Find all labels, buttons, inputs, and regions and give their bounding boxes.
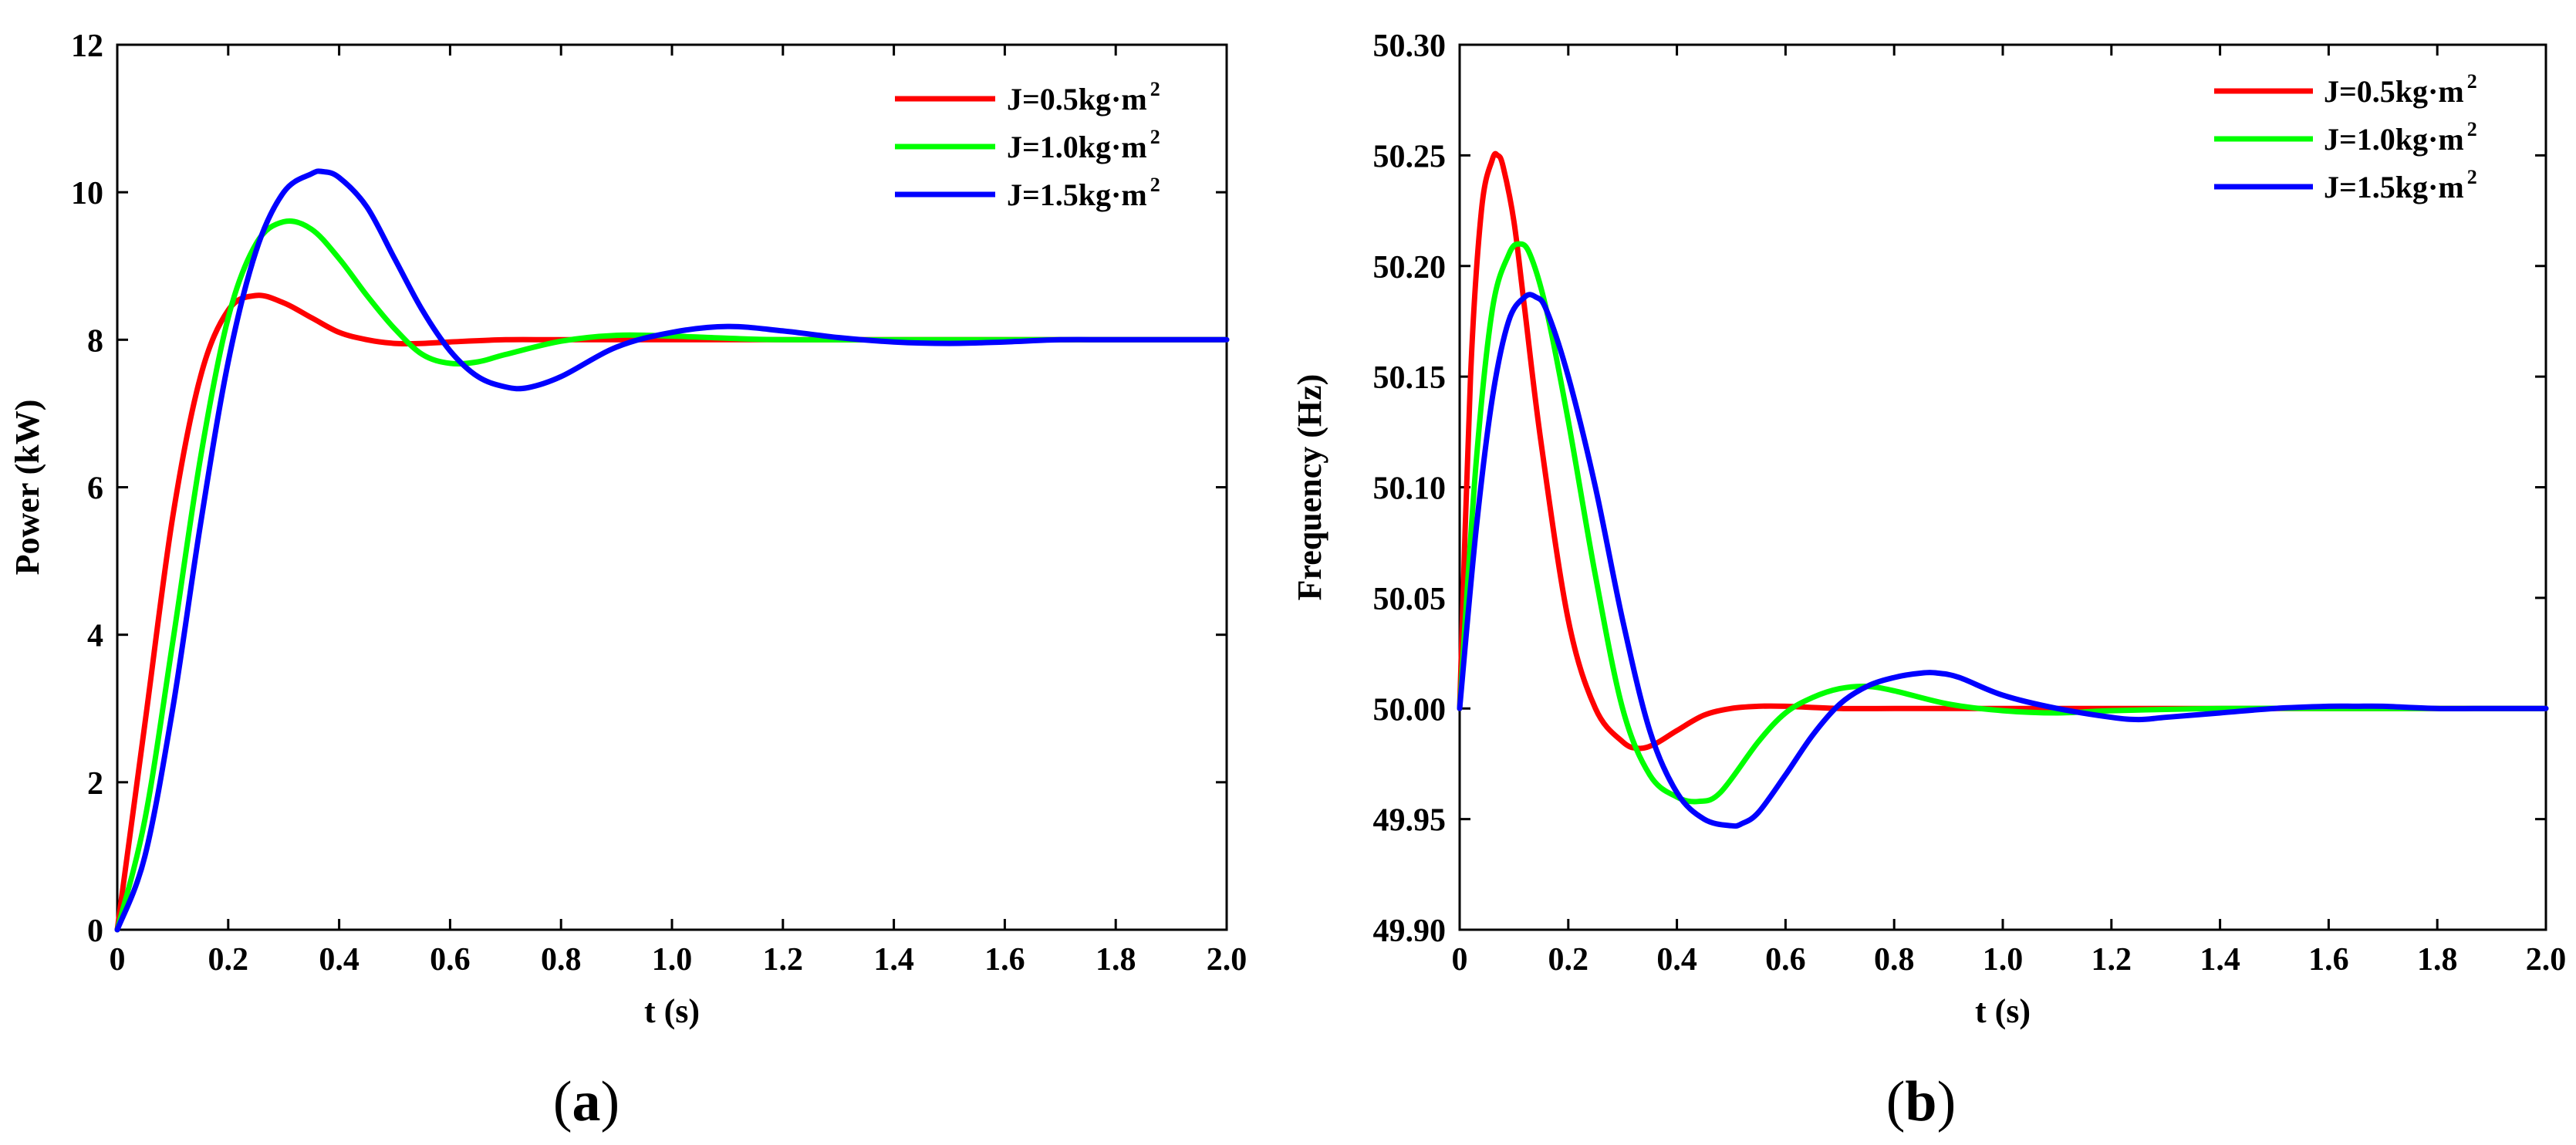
x-tick-label: 0.2: [1548, 942, 1589, 978]
x-tick-label: 1.6: [984, 942, 1025, 978]
y-tick-label: 4: [87, 619, 103, 654]
series-line-2: [114, 218, 1230, 933]
x-axis-label: t (s): [1975, 992, 2031, 1030]
x-tick-label: 1.0: [1983, 942, 2024, 978]
y-tick-label: 12: [71, 29, 103, 64]
y-tick-label: 8: [87, 323, 103, 359]
y-tick-label: 49.95: [1373, 803, 1447, 839]
series-line-1: [1457, 150, 2549, 752]
series-line-2: [1457, 241, 2549, 805]
x-tick-label: 0.6: [430, 942, 471, 978]
y-tick-label: 6: [87, 471, 103, 507]
series-line-1: [114, 292, 1230, 933]
y-axis-label: Frequency (Hz): [1291, 374, 1329, 601]
x-tick-label: 1.8: [2417, 942, 2458, 978]
x-tick-label: 1.2: [2092, 942, 2132, 978]
x-tick-label: 0: [110, 942, 126, 978]
x-tick-label: 1.0: [652, 942, 693, 978]
series-line-3: [114, 168, 1230, 933]
y-tick-label: 50.20: [1373, 250, 1447, 285]
legend-label-2: J=1.0kg·m 2: [1007, 126, 1160, 164]
x-tick-label: 0.4: [1656, 942, 1697, 978]
legend-label-3: J=1.5kg·m 2: [1007, 174, 1160, 212]
y-tick-label: 50.30: [1373, 29, 1447, 64]
legend-label-2: J=1.0kg·m 2: [2324, 118, 2477, 157]
x-tick-label: 1.6: [2308, 942, 2349, 978]
x-tick-label: 2.0: [2526, 942, 2567, 978]
legend-label-1: J=0.5kg·m 2: [2324, 70, 2477, 109]
x-tick-label: 1.8: [1096, 942, 1136, 978]
y-axis-label: Power (kW): [8, 400, 46, 576]
y-tick-label: 50.15: [1373, 360, 1447, 396]
power-chart: 0 0.2 0.4 0.6 0.8 1.0 1.2 1.4 1.6 1.8 2.0 0 2 4 6 8 10 12…: [8, 29, 1247, 1133]
y-tick-label: 2: [87, 766, 103, 802]
x-tick-label: 0.8: [1874, 942, 1915, 978]
series-line-3: [1457, 292, 2549, 829]
panel-label: (b): [1886, 1070, 1956, 1133]
legend-label-3: J=1.5kg·m 2: [2324, 166, 2477, 204]
y-tick-label: 50.25: [1373, 139, 1447, 174]
y-tick-label: 10: [71, 176, 103, 211]
y-tick-label: 50.05: [1373, 582, 1447, 617]
y-tick-label: 49.90: [1373, 914, 1447, 949]
panel-label: (a): [553, 1070, 620, 1133]
legend-label-1: J=0.5kg·m 2: [1007, 78, 1160, 117]
x-axis-label: t (s): [644, 992, 700, 1030]
x-tick-label: 0.4: [319, 942, 360, 978]
y-tick-label: 50.10: [1373, 471, 1447, 507]
frequency-chart: 0 0.2 0.4 0.6 0.8 1.0 1.2 1.4 1.6 1.8 2.0 49.90 49.9…: [1291, 29, 2566, 1133]
y-tick-label: 0: [87, 914, 103, 949]
x-tick-label: 2.0: [1207, 942, 1247, 978]
x-tick-label: 0.8: [541, 942, 582, 978]
x-tick-label: 0: [1452, 942, 1468, 978]
y-tick-label: 50.00: [1373, 692, 1447, 728]
x-tick-label: 1.4: [873, 942, 914, 978]
x-tick-label: 1.4: [2200, 942, 2240, 978]
x-tick-label: 0.2: [208, 942, 249, 978]
x-tick-label: 0.6: [1765, 942, 1806, 978]
x-tick-label: 1.2: [763, 942, 804, 978]
